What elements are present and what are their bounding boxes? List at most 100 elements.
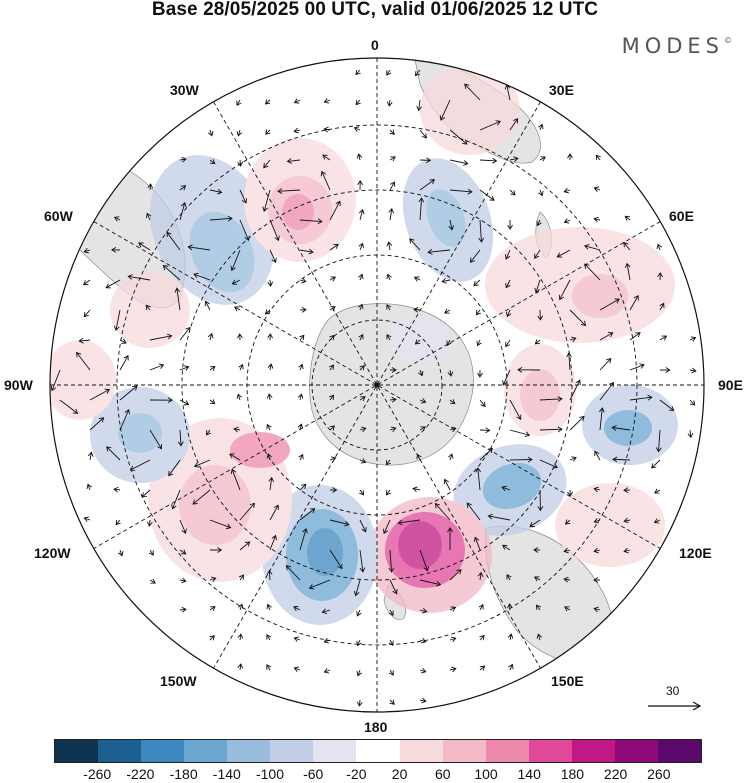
wind-arrow-head (668, 405, 675, 412)
colorbar-tick-label: -100 (255, 766, 285, 782)
wind-arrow (294, 129, 301, 132)
wind-arrow (537, 634, 541, 641)
wind-arrow-head (285, 565, 292, 571)
wind-arrow (569, 337, 576, 341)
wind-arrow-head (266, 423, 272, 430)
wind-arrow-head (359, 365, 365, 371)
wind-arrow-head (357, 179, 363, 186)
wind-arrow-head (181, 606, 187, 613)
wind-arrow-head (612, 456, 618, 463)
wind-arrow (263, 189, 271, 212)
wind-arrow-head (105, 283, 111, 289)
wind-arrow-head (266, 393, 273, 399)
wind-arrow-head (451, 426, 457, 433)
wind-arrow-head (293, 98, 300, 104)
wind-arrow-head (356, 153, 363, 159)
colorbar-tick-label: 100 (474, 766, 498, 782)
wind-arrow (595, 155, 601, 161)
wind-arrow (529, 519, 541, 528)
wind-arrow-head (76, 351, 82, 358)
wind-arrow (299, 279, 306, 282)
colorbar-tick-label: -20 (346, 766, 367, 782)
wind-arrow-head (447, 371, 454, 377)
wind-arrow (488, 515, 511, 521)
wind-arrow (569, 309, 586, 326)
wind-arrow (209, 217, 232, 221)
wind-arrow (209, 635, 215, 641)
lon-label-0: 0 (371, 37, 379, 53)
wind-arrow-head (273, 504, 279, 510)
wind-arrow-head (359, 567, 366, 573)
wind-arrow-head (450, 399, 456, 405)
wind-arrow-head (466, 502, 472, 508)
wind-arrow-head (556, 252, 563, 258)
wind-arrow-head (492, 157, 498, 164)
colorbar (54, 739, 702, 763)
wind-arrow (449, 369, 452, 376)
wind-arrow (149, 364, 164, 371)
wind-arrow-head (265, 129, 271, 135)
wind-arrow-head (388, 610, 394, 617)
wind-arrow-head (129, 465, 136, 471)
wind-arrow (594, 187, 601, 191)
wind-arrow (76, 352, 91, 371)
wind-arrow-head (477, 372, 483, 378)
wind-arrow (149, 335, 172, 341)
wind-arrow-head (534, 576, 540, 582)
wind-arrow-head (513, 117, 519, 124)
map-title: Base 28/05/2025 00 UTC, valid 01/06/2025… (151, 0, 599, 20)
wind-arrow-head (527, 456, 533, 463)
wind-arrow-head (388, 567, 395, 573)
wind-arrow-head (237, 161, 244, 167)
wind-arrow-head (266, 603, 272, 610)
wind-arrow-head (558, 294, 565, 301)
wind-arrow-head (413, 276, 420, 282)
wind-arrow-head (158, 363, 165, 369)
colorbar-swatch (313, 740, 357, 762)
wind-arrow-head (537, 505, 544, 512)
lon-label-120w: 120W (34, 545, 71, 561)
wind-arrow (179, 399, 189, 405)
wind-arrow-head (83, 247, 89, 254)
wind-arrow-head (593, 186, 600, 192)
wind-arrow-head (146, 521, 153, 527)
wind-arrow (329, 364, 334, 371)
wind-arrow (594, 218, 601, 221)
wind-arrow (179, 185, 186, 191)
wind-arrow (294, 667, 301, 671)
wind-arrow (194, 459, 211, 467)
wind-arrow-head (421, 637, 427, 644)
wind-arrow (359, 365, 365, 371)
wind-arrow (209, 577, 216, 581)
wind-arrow (506, 574, 511, 581)
wind-arrow-head (271, 534, 277, 541)
wind-arrow (449, 189, 472, 193)
wind-arrow (299, 454, 304, 461)
wind-arrow-head (639, 363, 645, 369)
colorbar-tick-label: 260 (647, 766, 671, 782)
wind-arrow (179, 579, 186, 582)
wind-arrow (179, 519, 186, 534)
wind-arrow (84, 249, 91, 253)
wind-arrow-head (317, 218, 323, 225)
wind-arrow (89, 452, 92, 461)
wind-arrow (449, 159, 468, 165)
wind-arrow-head (691, 367, 697, 374)
wind-arrow-head (358, 273, 364, 280)
wind-arrow (506, 309, 511, 317)
wind-arrow-head (104, 388, 111, 394)
wind-arrow (293, 606, 301, 611)
wind-arrow (479, 219, 482, 242)
wind-arrow-head (183, 365, 190, 371)
wind-arrow-head (476, 340, 482, 347)
wind-arrow (115, 519, 121, 525)
wind-arrow (629, 332, 641, 341)
wind-arrow (624, 549, 631, 552)
wind-arrow (209, 189, 222, 193)
wind-arrow-head (538, 190, 544, 197)
wind-arrow (269, 219, 279, 241)
wind-arrow (266, 634, 271, 641)
wind-arrow (389, 427, 396, 431)
wind-arrow (269, 249, 277, 263)
wind-arrow-head (386, 333, 392, 340)
